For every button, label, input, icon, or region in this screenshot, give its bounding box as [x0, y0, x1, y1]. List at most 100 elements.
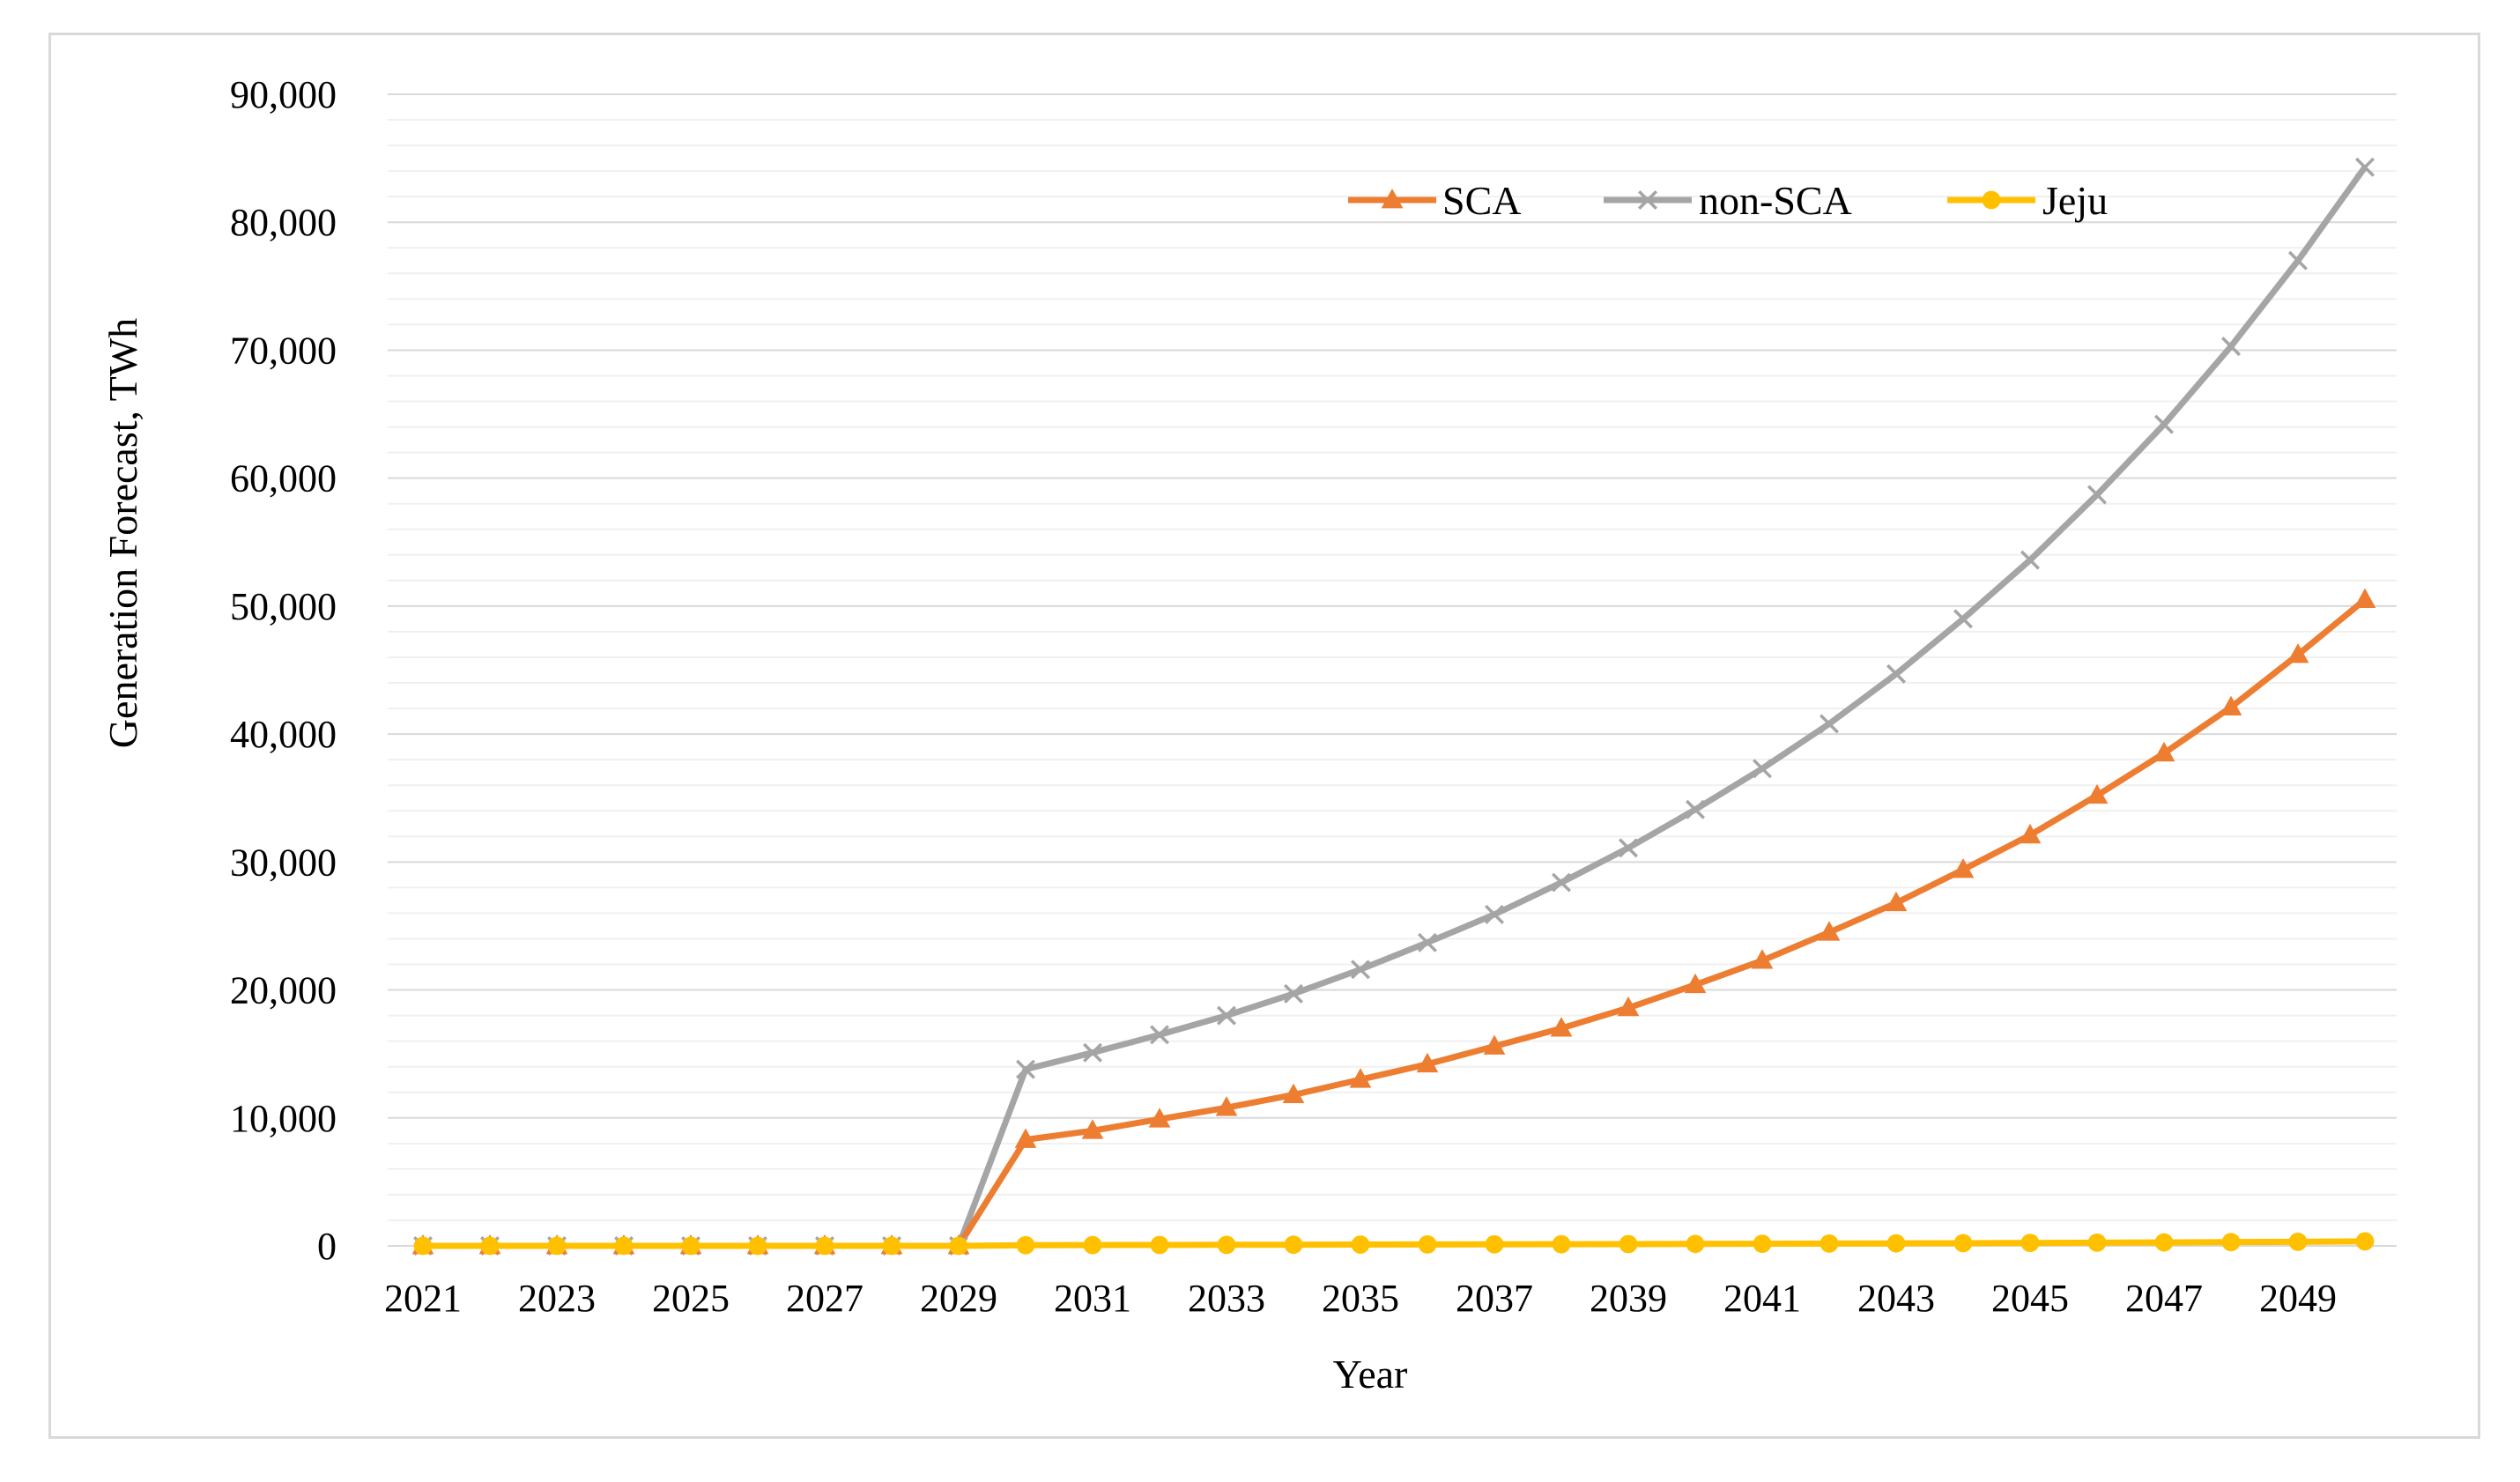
legend-label: non-SCA	[1699, 178, 1852, 223]
y-tick-label: 80,000	[230, 201, 337, 244]
y-tick-label: 90,000	[230, 73, 337, 116]
y-tick-label: 0	[317, 1225, 337, 1268]
x-marker-stroke	[2020, 550, 2040, 570]
circle-marker	[2154, 1233, 2174, 1252]
x-tick-label: 2039	[1590, 1277, 1667, 1320]
triangle-marker	[1684, 973, 1707, 994]
x-marker	[1753, 759, 1772, 779]
series-lines	[423, 165, 2368, 1249]
x-tick-label: 2033	[1188, 1277, 1265, 1320]
circle-marker	[413, 1236, 433, 1256]
triangle-marker	[1081, 1119, 1104, 1139]
x-tick-label: 2037	[1456, 1277, 1533, 1320]
x-tick-label: 2021	[384, 1277, 462, 1320]
series-line-jeju	[423, 1238, 2366, 1249]
legend-label: SCA	[1442, 178, 1521, 223]
x-marker	[1552, 872, 1571, 893]
triangle-marker	[1381, 189, 1404, 209]
series-markers	[411, 157, 2376, 1256]
x-marker	[1351, 960, 1370, 980]
legend: SCA non-SCA Jeju	[1348, 178, 2108, 223]
x-marker	[1485, 904, 1504, 924]
x-marker-stroke	[1552, 872, 1571, 893]
x-axis-title: Year	[1333, 1352, 1408, 1397]
y-tick-label: 40,000	[230, 713, 337, 756]
triangle-marker	[1550, 1017, 1573, 1037]
circle-marker	[1217, 1235, 1236, 1255]
x-marker-stroke	[1150, 1025, 1169, 1045]
x-marker-stroke	[1083, 1042, 1102, 1063]
x-marker	[2020, 550, 2040, 570]
triangle-marker	[1617, 996, 1640, 1017]
x-marker-stroke	[1284, 983, 1303, 1004]
triangle-marker	[1751, 949, 1774, 969]
circle-marker	[1485, 1234, 1504, 1254]
y-tick-label: 10,000	[230, 1097, 337, 1140]
x-marker-stroke	[1638, 190, 1657, 210]
x-marker-stroke	[1217, 1005, 1236, 1026]
x-marker-stroke	[2355, 157, 2375, 177]
circle-marker	[1982, 190, 2001, 210]
markers-sca	[411, 588, 2376, 1255]
x-marker	[2288, 250, 2308, 270]
circle-marker	[1083, 1235, 1102, 1255]
triangle-marker	[1349, 1068, 1372, 1088]
triangle-marker	[1215, 1096, 1238, 1116]
circle-marker	[2020, 1234, 2040, 1253]
circle-marker	[1016, 1235, 1035, 1255]
circle-marker	[2288, 1232, 2308, 1251]
legend-label: Jeju	[2042, 178, 2108, 223]
x-tick-label: 2025	[652, 1277, 730, 1320]
x-tick-label: 2041	[1723, 1277, 1801, 1320]
triangle-marker	[1483, 1034, 1506, 1055]
x-marker-stroke	[1485, 904, 1504, 924]
x-marker-stroke	[1418, 932, 1437, 952]
circle-marker	[1418, 1235, 1437, 1254]
circle-marker	[2221, 1233, 2241, 1252]
legend-item-sca: SCA	[1348, 178, 1521, 223]
circle-marker	[1820, 1234, 1839, 1253]
y-tick-label: 70,000	[230, 329, 337, 372]
x-marker-stroke	[1686, 799, 1705, 819]
triangle-marker	[2287, 643, 2309, 663]
x-marker	[1619, 838, 1638, 858]
y-tick-label: 60,000	[230, 457, 337, 500]
x-marker-stroke	[1753, 759, 1772, 779]
x-marker	[1016, 1059, 1035, 1079]
circle-marker	[949, 1236, 968, 1256]
circle-marker	[681, 1236, 700, 1256]
x-marker	[1638, 190, 1657, 210]
y-axis-tick-labels: 0 10,000 20,000 30,000 40,000 50,000 60,000 70,…	[230, 73, 337, 1268]
triangle-marker	[1818, 921, 1841, 941]
x-marker	[1418, 932, 1437, 952]
triangle-marker	[1952, 858, 1975, 878]
x-marker	[1083, 1042, 1102, 1063]
circle-marker	[614, 1236, 634, 1256]
x-marker	[1953, 609, 1973, 629]
circle-marker	[1886, 1234, 1906, 1253]
series-line-non-sca	[423, 165, 2368, 1249]
x-marker	[1284, 983, 1303, 1004]
x-tick-label: 2043	[1857, 1277, 1935, 1320]
circle-marker	[882, 1236, 901, 1256]
y-tick-label: 50,000	[230, 585, 337, 628]
x-tick-label: 2047	[2125, 1277, 2203, 1320]
circle-marker	[2087, 1233, 2107, 1252]
circle-marker	[1552, 1234, 1571, 1254]
circle-marker	[1284, 1235, 1303, 1255]
x-marker	[1686, 799, 1705, 819]
circle-marker	[1753, 1234, 1772, 1254]
circle-marker	[1953, 1234, 1973, 1253]
x-marker	[2154, 414, 2174, 434]
chart-frame	[48, 33, 2480, 1439]
triangle-marker	[2153, 741, 2175, 762]
series-line-sca	[423, 597, 2368, 1249]
y-tick-label: 30,000	[230, 841, 337, 884]
x-tick-label: 2023	[518, 1277, 596, 1320]
x-tick-label: 2049	[2259, 1277, 2337, 1320]
y-axis-title: Generation Forecast, TWh	[100, 318, 145, 748]
x-marker-stroke	[1820, 714, 1839, 734]
x-marker-stroke	[1953, 609, 1973, 629]
x-marker	[1217, 1005, 1236, 1026]
